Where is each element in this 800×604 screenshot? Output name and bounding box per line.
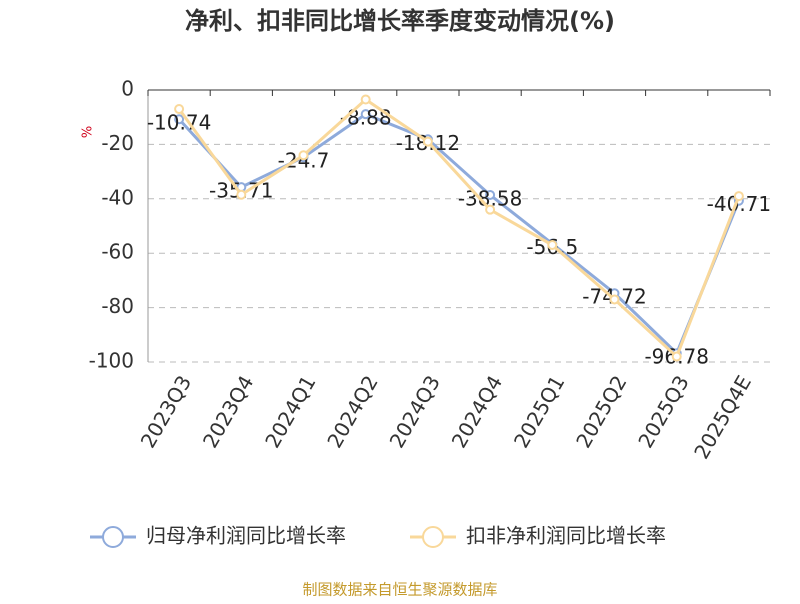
chart-title: 净利、扣非同比增长率季度变动情况(%) (185, 7, 615, 35)
source-note: 制图数据来自恒生聚源数据库 (302, 581, 497, 599)
data-point (360, 94, 371, 105)
data-point (547, 240, 558, 251)
data-point (733, 191, 744, 202)
data-point (236, 189, 247, 200)
data-point (485, 204, 496, 215)
data-point (422, 136, 433, 147)
legend-label: 扣非净利润同比增长率 (466, 524, 666, 548)
x-tick-label: 2023Q3 (136, 371, 196, 452)
y-tick-label: -40 (101, 185, 134, 209)
data-point (485, 189, 496, 200)
x-tick-label: 2024Q4 (447, 371, 507, 452)
y-tick-label: -100 (89, 349, 134, 373)
legend-marker (422, 526, 444, 548)
x-tick-label: 2024Q2 (322, 371, 382, 452)
data-point (298, 150, 309, 161)
x-tick-label: 2025Q1 (509, 371, 569, 452)
data-point (609, 294, 620, 305)
legend-marker (102, 526, 124, 548)
x-tick-label: 2023Q4 (198, 371, 258, 452)
x-tick-label: 2025Q3 (633, 371, 693, 452)
x-tick-label: 2024Q1 (260, 371, 320, 452)
x-tick-label: 2025Q2 (571, 371, 631, 452)
y-tick-label: -20 (101, 131, 134, 155)
x-tick-label: 2025Q4E (689, 371, 756, 463)
data-point (174, 104, 185, 115)
series-line (177, 112, 741, 356)
data-point (174, 114, 185, 125)
data-point (671, 351, 682, 362)
y-tick-label: -60 (101, 240, 134, 264)
data-point (360, 109, 371, 120)
y-axis-label: % (81, 126, 96, 138)
x-tick-label: 2024Q3 (385, 371, 445, 452)
y-tick-label: 0 (121, 77, 134, 101)
data-label: -10.74 (147, 111, 211, 135)
series-line (177, 97, 741, 360)
y-tick-label: -80 (101, 294, 134, 318)
legend-label: 归母净利润同比增长率 (146, 524, 346, 548)
